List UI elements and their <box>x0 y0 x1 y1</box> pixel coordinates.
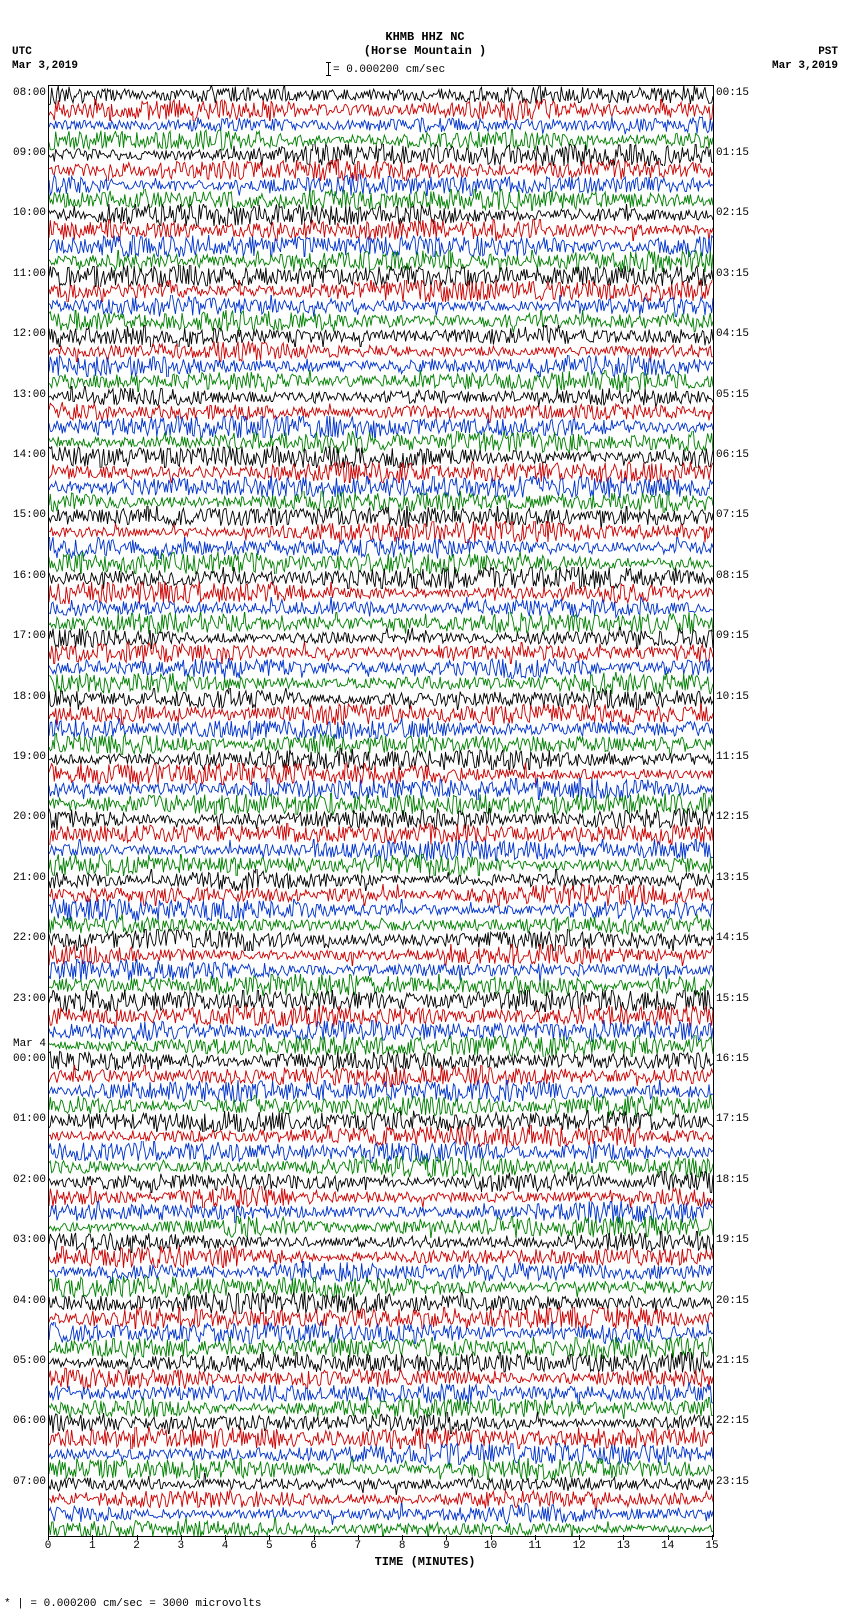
x-tick-label: 0 <box>45 1540 52 1552</box>
left-time-label: 05:00 <box>13 1355 46 1367</box>
left-time-label: 18:00 <box>13 691 46 703</box>
left-time-label: 08:00 <box>13 87 46 99</box>
right-time-label: 12:15 <box>716 811 749 823</box>
left-time-label: 14:00 <box>13 449 46 461</box>
x-axis-label: TIME (MINUTES) <box>0 1555 850 1569</box>
x-tick-label: 5 <box>266 1540 273 1552</box>
left-date: Mar 3,2019 <box>12 60 78 72</box>
left-time-label: 07:00 <box>13 1476 46 1488</box>
left-time-label: 17:00 <box>13 630 46 642</box>
left-time-label: 23:00 <box>13 993 46 1005</box>
right-time-label: 13:15 <box>716 872 749 884</box>
right-time-label: 05:15 <box>716 389 749 401</box>
left-time-label: 19:00 <box>13 751 46 763</box>
left-time-label: 10:00 <box>13 207 46 219</box>
x-tick-label: 4 <box>222 1540 229 1552</box>
x-tick-label: 7 <box>355 1540 362 1552</box>
right-time-label: 01:15 <box>716 147 749 159</box>
left-time-label: 04:00 <box>13 1295 46 1307</box>
right-time-label: 04:15 <box>716 328 749 340</box>
left-time-label: 15:00 <box>13 509 46 521</box>
left-time-label: 21:00 <box>13 872 46 884</box>
x-tick-label: 13 <box>617 1540 630 1552</box>
x-tick-label: 1 <box>89 1540 96 1552</box>
x-tick-label: 9 <box>443 1540 450 1552</box>
x-tick-label: 8 <box>399 1540 406 1552</box>
right-time-label: 02:15 <box>716 207 749 219</box>
station-title-line2: (Horse Mountain ) <box>0 44 850 58</box>
left-time-label: 02:00 <box>13 1174 46 1186</box>
right-time-label: 00:15 <box>716 87 749 99</box>
right-time-label: 03:15 <box>716 268 749 280</box>
right-time-label: 21:15 <box>716 1355 749 1367</box>
right-time-label: 14:15 <box>716 932 749 944</box>
x-tick-label: 11 <box>528 1540 541 1552</box>
right-time-label: 19:15 <box>716 1234 749 1246</box>
scale-bar: = 0.000200 cm/sec <box>328 62 445 76</box>
scale-bar-text: = 0.000200 cm/sec <box>333 64 445 76</box>
left-time-label: 11:00 <box>13 268 46 280</box>
right-time-label: 17:15 <box>716 1113 749 1125</box>
left-time-label: 12:00 <box>13 328 46 340</box>
right-time-label: 18:15 <box>716 1174 749 1186</box>
left-time-label: 20:00 <box>13 811 46 823</box>
right-time-label: 08:15 <box>716 570 749 582</box>
right-time-label: 16:15 <box>716 1053 749 1065</box>
left-timezone: UTC <box>12 46 32 58</box>
right-time-label: 23:15 <box>716 1476 749 1488</box>
right-timezone: PST <box>818 46 838 58</box>
right-time-label: 10:15 <box>716 691 749 703</box>
right-time-label: 09:15 <box>716 630 749 642</box>
left-time-label: 13:00 <box>13 389 46 401</box>
right-time-label: 07:15 <box>716 509 749 521</box>
left-time-label: 22:00 <box>13 932 46 944</box>
left-time-label: 09:00 <box>13 147 46 159</box>
x-tick-label: 6 <box>310 1540 317 1552</box>
left-time-label: 16:00 <box>13 570 46 582</box>
left-time-label: 00:00 <box>13 1053 46 1065</box>
right-time-label: 06:15 <box>716 449 749 461</box>
x-tick-label: 12 <box>573 1540 586 1552</box>
left-time-label: Mar 4 <box>13 1038 46 1050</box>
helicorder-plot <box>48 85 714 1537</box>
x-tick-label: 14 <box>661 1540 674 1552</box>
x-tick-label: 10 <box>484 1540 497 1552</box>
x-tick-label: 15 <box>705 1540 718 1552</box>
right-time-label: 20:15 <box>716 1295 749 1307</box>
right-date: Mar 3,2019 <box>772 60 838 72</box>
left-time-label: 03:00 <box>13 1234 46 1246</box>
footer-scale-text: * | = 0.000200 cm/sec = 3000 microvolts <box>4 1598 261 1610</box>
right-time-label: 15:15 <box>716 993 749 1005</box>
right-time-label: 22:15 <box>716 1415 749 1427</box>
right-time-label: 11:15 <box>716 751 749 763</box>
seismic-trace-row <box>49 1518 713 1537</box>
x-tick-label: 3 <box>177 1540 184 1552</box>
x-tick-label: 2 <box>133 1540 140 1552</box>
station-title-line1: KHMB HHZ NC <box>0 30 850 44</box>
left-time-label: 06:00 <box>13 1415 46 1427</box>
left-time-label: 01:00 <box>13 1113 46 1125</box>
